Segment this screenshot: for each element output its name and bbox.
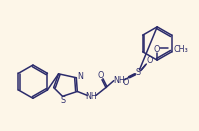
Text: O: O <box>154 45 160 54</box>
Text: S: S <box>136 68 141 77</box>
Text: NH: NH <box>113 76 125 85</box>
Text: CH₃: CH₃ <box>174 45 189 54</box>
Text: O: O <box>98 71 104 80</box>
Text: O: O <box>122 78 129 87</box>
Text: NH: NH <box>85 92 97 101</box>
Text: O: O <box>146 56 152 65</box>
Text: N: N <box>77 72 83 81</box>
Text: S: S <box>61 96 66 105</box>
